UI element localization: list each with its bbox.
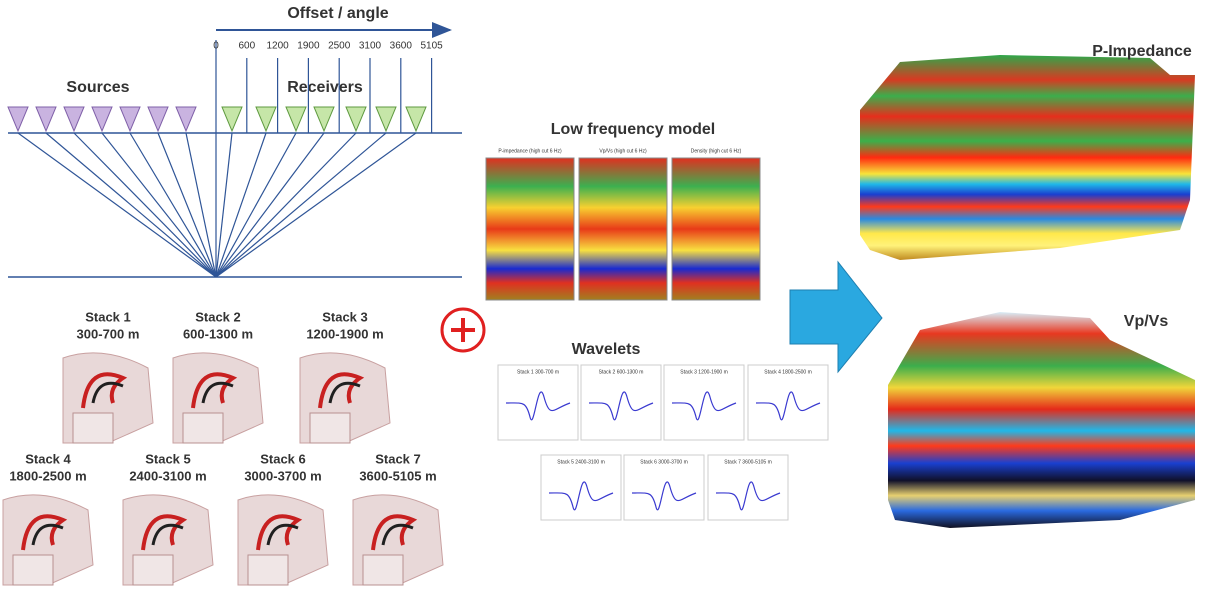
stack-range: 3600-5105 m: [359, 468, 436, 483]
geophone: [256, 107, 276, 131]
stack-range: 3000-3700 m: [244, 468, 321, 483]
stack-panel: [310, 413, 350, 443]
stack-name: Stack 2: [195, 309, 241, 324]
offset-tick-label: 0: [213, 41, 219, 52]
lfm-panel: [579, 158, 667, 300]
offset-tick-label: 3100: [359, 41, 382, 52]
flow-arrow: [790, 262, 882, 372]
geophone: [314, 107, 334, 131]
geophone: [286, 107, 306, 131]
geophone: [222, 107, 242, 131]
offset-tick-label: 2500: [328, 41, 351, 52]
lfm-panel: [486, 158, 574, 300]
ray: [216, 133, 324, 277]
geophone: [346, 107, 366, 131]
stack-name: Stack 7: [375, 451, 421, 466]
geophone: [64, 107, 84, 131]
receivers-label: Receivers: [287, 79, 363, 96]
ray: [216, 133, 296, 277]
sources-label: Sources: [66, 79, 129, 96]
offset-label: Offset / angle: [287, 5, 388, 22]
geophone: [36, 107, 56, 131]
offset-tick-label: 600: [238, 41, 255, 52]
stack-name: Stack 1: [85, 309, 131, 324]
offset-tick-label: 1900: [297, 41, 320, 52]
vpvs-volume: [888, 312, 1195, 528]
wavelets-title: Wavelets: [572, 341, 641, 358]
stack-range: 1200-1900 m: [306, 326, 383, 341]
wavelet-panel-title: Stack 4 1800-2500 m: [764, 369, 812, 375]
geophone: [8, 107, 28, 131]
wavelet-panel-title: Stack 2 600-1300 m: [599, 369, 644, 375]
stack-range: 1800-2500 m: [9, 468, 86, 483]
stack-name: Stack 4: [25, 451, 71, 466]
stack-panel: [13, 555, 53, 585]
geophone: [120, 107, 140, 131]
geophone: [176, 107, 196, 131]
ray: [216, 133, 416, 277]
geophone: [406, 107, 426, 131]
stack-panel: [133, 555, 173, 585]
geophone: [376, 107, 396, 131]
wavelet-panel-title: Stack 7 3600-5105 m: [724, 459, 772, 465]
ray: [74, 133, 216, 277]
geophone: [148, 107, 168, 131]
wavelet-panel-title: Stack 1 300-700 m: [517, 369, 559, 375]
offset-tick-label: 3600: [390, 41, 413, 52]
stack-name: Stack 5: [145, 451, 191, 466]
offset-tick-label: 1200: [266, 41, 289, 52]
ray: [18, 133, 216, 277]
ray: [130, 133, 216, 277]
stack-panel: [73, 413, 113, 443]
stack-panel: [183, 413, 223, 443]
lfm-panel: [672, 158, 760, 300]
stack-range: 600-1300 m: [183, 326, 253, 341]
result-title: P-Impedance: [1092, 43, 1192, 60]
lfm-panel-title: Vp/Vs (high cut 6 Hz): [599, 148, 647, 154]
lfm-panel-title: P-impedance (high cut 6 Hz): [498, 148, 562, 154]
wavelet-panel-title: Stack 3 1200-1900 m: [680, 369, 728, 375]
diagram: Offset / angle Sources Receivers Low fre…: [0, 0, 1209, 590]
ray: [102, 133, 216, 277]
stack-panel: [248, 555, 288, 585]
geophone: [92, 107, 112, 131]
ray: [216, 133, 356, 277]
wavelet-panel-title: Stack 6 3000-3700 m: [640, 459, 688, 465]
result-title: Vp/Vs: [1124, 313, 1169, 330]
lfm-panel-title: Density (high cut 6 Hz): [691, 148, 742, 154]
stack-range: 300-700 m: [77, 326, 140, 341]
lfm-title: Low frequency model: [551, 121, 715, 138]
p-impedance-volume: [860, 55, 1195, 260]
offset-tick-label: 5105: [420, 41, 443, 52]
stack-range: 2400-3100 m: [129, 468, 206, 483]
stack-panel: [363, 555, 403, 585]
wavelet-panel-title: Stack 5 2400-3100 m: [557, 459, 605, 465]
stack-name: Stack 3: [322, 309, 368, 324]
stack-name: Stack 6: [260, 451, 306, 466]
